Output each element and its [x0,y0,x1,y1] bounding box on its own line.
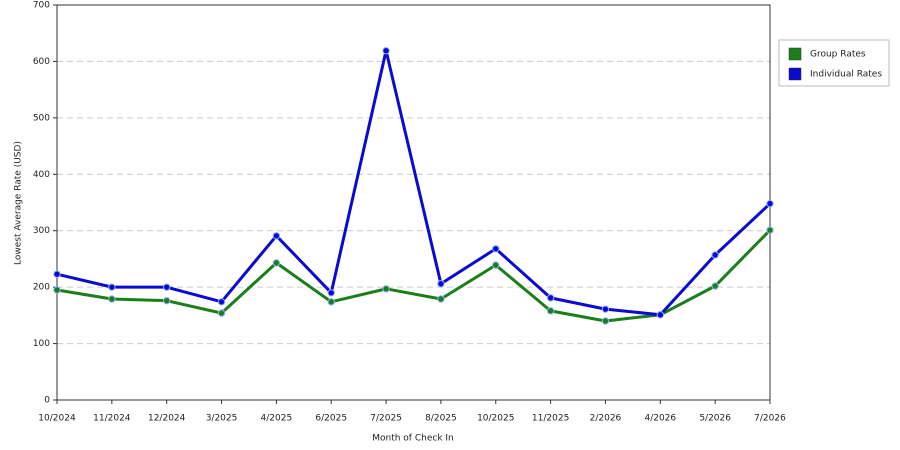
y-tick-label: 700 [33,1,50,11]
data-point [437,280,445,288]
x-tick-label: 11/2024 [93,414,131,424]
data-point [272,259,281,267]
data-point [437,295,445,303]
x-tick-label: 2/2026 [590,414,622,424]
y-tick-label: 0 [44,396,50,406]
x-tick-label: 6/2025 [315,414,347,424]
y-tick-label: 200 [33,283,50,293]
legend-label: Individual Rates [810,70,882,80]
data-point [546,307,555,315]
x-tick-label: 5/2026 [699,414,731,424]
y-tick-label: 500 [33,113,50,123]
data-point [272,232,281,240]
series-line [56,49,772,317]
data-point [217,309,226,317]
data-point [382,285,390,293]
x-tick-label: 7/2026 [754,414,786,424]
data-point [546,294,555,302]
data-point [53,286,61,294]
data-point [601,317,610,325]
y-axis-label: Lowest Average Rate (USD) [14,141,24,265]
x-tick-label: 7/2025 [370,414,402,424]
legend-swatch [788,47,802,61]
data-point [108,283,116,291]
legend-label: Group Rates [810,50,866,60]
data-point [492,245,500,253]
data-point [162,296,171,305]
data-point [711,282,719,290]
x-tick-label: 3/2025 [206,414,238,424]
data-point [382,47,390,55]
series-line [56,229,772,323]
data-point [327,289,335,297]
x-axis-label: Month of Check In [372,434,454,444]
x-tick-label: 10/2024 [38,414,76,424]
x-tick-label: 8/2025 [425,414,457,424]
data-point [108,295,116,303]
y-tick-label: 100 [33,339,50,349]
data-point [766,199,774,208]
data-point [601,305,610,313]
x-tick-label: 10/2025 [477,414,514,424]
data-point [327,298,335,306]
data-point [217,298,226,306]
x-tick-label: 12/2024 [148,414,186,424]
x-tick-label: 4/2025 [261,414,293,424]
data-point [766,226,774,234]
plot-frame [56,4,771,401]
x-tick-label: 4/2026 [644,414,676,424]
y-tick-label: 300 [33,226,50,236]
data-point [162,283,171,291]
y-tick-label: 400 [33,170,50,180]
data-point [656,311,665,319]
x-tick-label: 11/2025 [532,414,569,424]
y-tick-label: 600 [33,57,50,67]
legend-swatch [788,67,802,81]
data-point [492,261,500,269]
data-point [53,270,61,278]
data-point [711,251,719,259]
